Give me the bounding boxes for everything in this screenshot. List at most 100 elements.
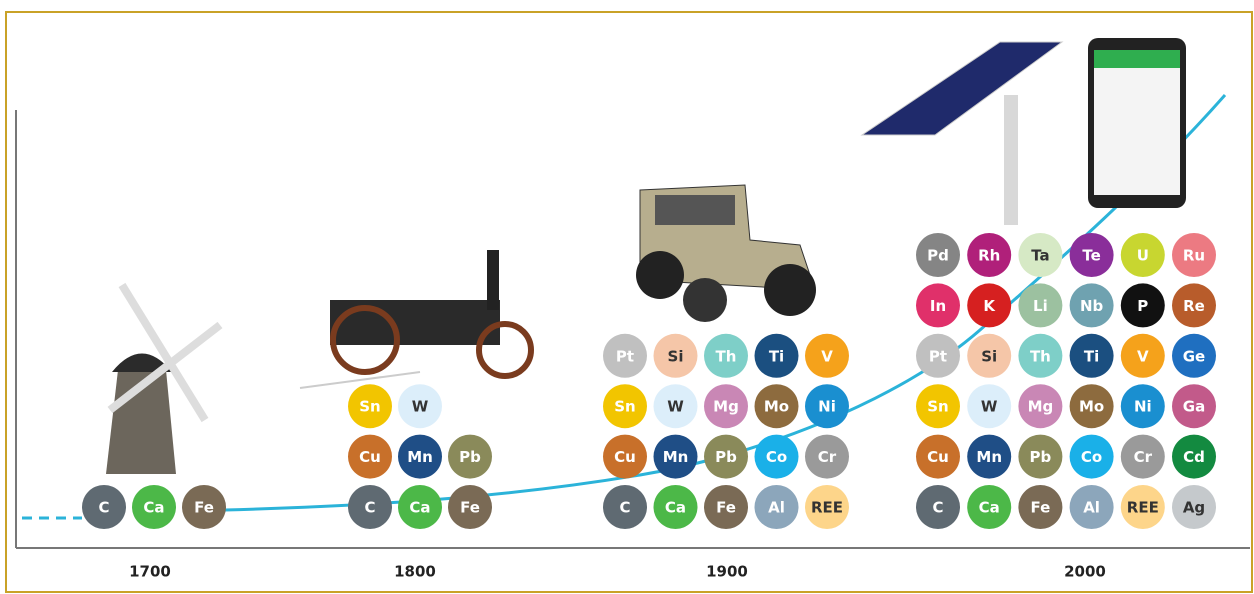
element-symbol: Ti <box>769 347 784 365</box>
element-circle <box>916 384 960 429</box>
element-circle <box>1018 434 1063 479</box>
element-circle <box>967 333 1012 378</box>
element-circle <box>1069 283 1114 328</box>
element-circle <box>916 434 960 479</box>
steam-engine-illustration <box>299 250 534 389</box>
element-circle <box>1120 283 1165 328</box>
element-circle <box>448 485 492 529</box>
element-symbol: Pb <box>459 448 481 466</box>
element-symbol: W <box>981 398 998 416</box>
element-circle <box>1069 384 1114 429</box>
element-circle <box>653 434 698 479</box>
car-illustration <box>636 184 816 322</box>
element-symbol: Mg <box>1028 398 1054 416</box>
element-symbol: Pt <box>616 347 634 365</box>
element-circle <box>1120 333 1165 378</box>
element-symbol: Mn <box>663 448 689 466</box>
phone-illustration <box>1088 38 1186 208</box>
element-circle <box>916 233 960 277</box>
element-symbol: Cu <box>614 448 636 466</box>
element-symbol: Ca <box>143 499 164 517</box>
element-symbol: Cr <box>818 448 837 466</box>
element-symbol: Mg <box>713 398 739 416</box>
element-circle <box>182 485 226 529</box>
element-circle <box>603 434 647 479</box>
element-circle <box>603 384 647 429</box>
element-circle <box>967 485 1012 529</box>
element-circle <box>348 434 392 479</box>
year-label: 1800 <box>394 563 436 581</box>
element-circle <box>967 384 1012 429</box>
element-symbol: Re <box>1183 297 1205 315</box>
element-symbol: Pb <box>1030 448 1052 466</box>
element-circle <box>653 333 698 378</box>
element-symbol: Mn <box>407 448 433 466</box>
element-symbol: V <box>821 347 833 365</box>
element-circle <box>754 333 799 378</box>
element-circle <box>916 283 960 328</box>
element-symbol: Ga <box>1183 398 1205 416</box>
element-symbol: Rh <box>978 247 1000 265</box>
element-symbol: REE <box>1127 499 1159 517</box>
element-symbol: Ca <box>665 499 686 517</box>
element-circle <box>754 434 799 479</box>
element-symbol: K <box>983 297 996 315</box>
element-circle <box>1172 333 1216 378</box>
element-symbol: Co <box>766 448 787 466</box>
element-symbol: REE <box>811 499 843 517</box>
element-symbol: C <box>98 499 109 517</box>
element-symbol: In <box>930 297 946 315</box>
element-circle <box>805 333 849 378</box>
element-circle <box>704 485 748 529</box>
element-circle <box>754 384 799 429</box>
year-label: 1900 <box>706 563 748 581</box>
element-symbol: U <box>1137 247 1149 265</box>
element-symbol: Nb <box>1080 297 1104 315</box>
element-symbol: Ru <box>1183 247 1205 265</box>
element-symbol: W <box>667 398 684 416</box>
element-circle <box>1120 384 1165 429</box>
element-symbol: Ti <box>1084 347 1099 365</box>
element-circle <box>916 485 960 529</box>
element-symbol: Li <box>1033 297 1048 315</box>
element-symbol: Pd <box>927 247 949 265</box>
element-circle <box>967 233 1012 277</box>
element-circle <box>967 434 1012 479</box>
element-symbol: Pt <box>929 347 947 365</box>
element-symbol: Th <box>1030 347 1051 365</box>
element-symbol: Si <box>668 347 684 365</box>
element-circle <box>82 485 126 529</box>
element-circle <box>1172 434 1216 479</box>
element-circle <box>1069 333 1114 378</box>
element-circle <box>398 485 442 529</box>
element-circle <box>1018 283 1063 328</box>
element-circle <box>1018 233 1063 277</box>
element-circle <box>1172 233 1216 277</box>
element-symbol: Al <box>768 499 785 517</box>
element-symbol: Si <box>981 347 997 365</box>
element-symbol: Ge <box>1183 347 1206 365</box>
element-circle <box>1172 384 1216 429</box>
element-symbol: Ni <box>818 398 836 416</box>
element-circle <box>805 384 849 429</box>
element-circle <box>398 384 442 429</box>
element-circle <box>704 434 748 479</box>
element-circle <box>805 485 849 529</box>
element-circle <box>603 485 647 529</box>
element-symbol: Fe <box>716 499 736 517</box>
element-circle <box>754 485 799 529</box>
element-circle <box>1018 485 1063 529</box>
element-symbol: Fe <box>1030 499 1050 517</box>
element-symbol: Cu <box>927 448 949 466</box>
element-symbol: Fe <box>460 499 480 517</box>
element-symbol: Cu <box>359 448 381 466</box>
element-circle <box>448 434 492 479</box>
element-circle <box>1069 434 1114 479</box>
element-symbol: Sn <box>359 398 380 416</box>
element-symbol: Th <box>716 347 737 365</box>
element-circle <box>1172 485 1216 529</box>
element-symbol: Cd <box>1183 448 1205 466</box>
element-circle <box>1172 283 1216 328</box>
element-circle <box>398 434 442 479</box>
element-symbol: Ta <box>1031 247 1049 265</box>
